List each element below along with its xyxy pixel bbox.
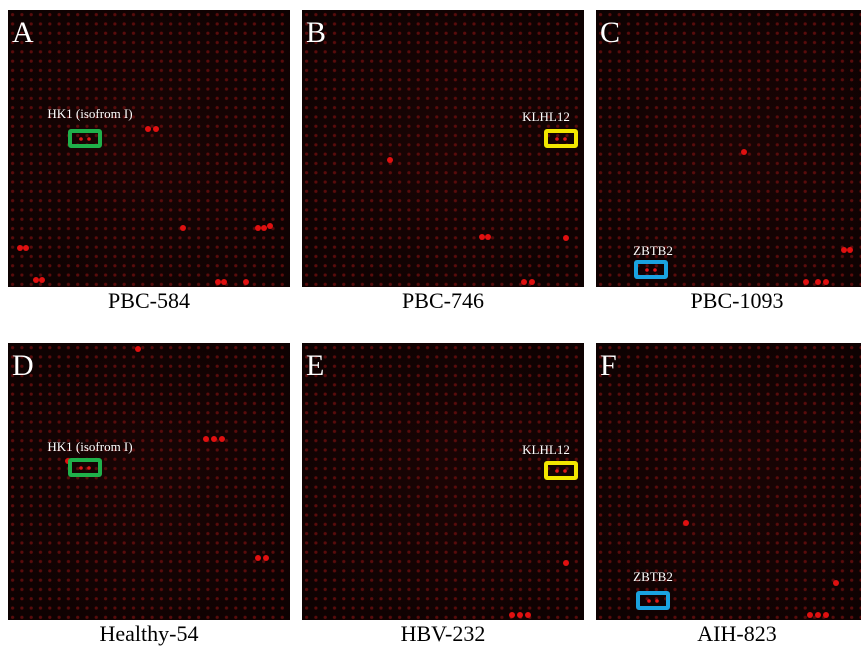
bright-spot [815,279,821,285]
annotation-box [544,129,578,148]
target-spot [563,469,567,473]
bright-spot [833,580,839,586]
spot-grid [596,343,861,620]
bright-spot [203,436,209,442]
bright-spot [221,279,227,285]
bright-spot [387,157,393,163]
bright-spot [17,245,23,251]
annotation-box [544,461,578,480]
microarray-image: C ZBTB2 [596,10,861,287]
bright-spot [823,279,829,285]
annotation-box [68,129,102,148]
spot-grid [8,343,290,620]
target-spot [645,268,649,272]
bright-spot [525,612,531,618]
bright-spot [485,234,491,240]
bright-spot [219,436,225,442]
bright-spot [683,520,689,526]
panel-letter: A [12,16,34,49]
bright-spot [803,279,809,285]
target-spot [79,466,83,470]
bright-spot [807,612,813,618]
caption: AIH-823 [697,621,777,646]
annotation-label: KLHL12 [522,109,570,124]
bright-spot [815,612,821,618]
microarray-image: E KLHL12 [302,343,584,620]
bright-spot [509,612,515,618]
annotation-label: ZBTB2 [633,243,673,258]
target-spot [87,137,91,141]
microarray-image: D HK1 (isofrom I) [8,343,290,620]
bright-spot [517,612,523,618]
target-spot [647,599,651,603]
spot-grid [596,10,861,287]
bright-spot [39,277,45,283]
bright-spot [263,555,269,561]
caption: PBC-746 [402,288,484,313]
annotation-label: ZBTB2 [633,569,673,584]
bright-spot [33,277,39,283]
spot-grid [8,10,290,287]
annotation-box [636,591,670,610]
panel-letter: B [306,16,326,49]
bright-spot [847,247,853,253]
microarray-image: A HK1 (isofrom I) [8,10,290,287]
caption: Healthy-54 [99,621,199,646]
bright-spot [255,555,261,561]
target-spot [563,137,567,141]
bright-spot [23,245,29,251]
bright-spot [563,235,569,241]
bright-spot [255,225,261,231]
caption: HBV-232 [400,621,486,646]
bright-spot [153,126,159,132]
microarray-image: B KLHL12 [302,10,584,287]
target-spot [555,137,559,141]
annotation-box [68,458,102,477]
bright-spot [521,279,527,285]
target-spot [87,466,91,470]
bright-spot [267,223,273,229]
panel-letter: D [12,349,34,382]
bright-spot [215,279,221,285]
panel-letter: F [600,349,617,382]
caption: PBC-584 [108,288,190,313]
bright-spot [563,560,569,566]
bright-spot [180,225,186,231]
microarray-image: F ZBTB2 [596,343,861,620]
bright-spot [243,279,249,285]
annotation-label: KLHL12 [522,442,570,457]
caption: PBC-1093 [690,288,784,313]
target-spot [653,268,657,272]
bright-spot [145,126,151,132]
bright-spot [211,436,217,442]
target-spot [555,469,559,473]
annotation-label: HK1 (isofrom I) [47,106,132,121]
panel-letter: C [600,16,620,49]
target-spot [79,137,83,141]
target-spot [655,599,659,603]
bright-spot [479,234,485,240]
bright-spot [841,247,847,253]
bright-spot [823,612,829,618]
bright-spot [529,279,535,285]
bright-spot [261,225,267,231]
spot-grid [302,343,584,620]
bright-spot [135,346,141,352]
panel-letter: E [306,349,324,382]
bright-spot [741,149,747,155]
annotation-label: HK1 (isofrom I) [47,439,132,454]
annotation-box [634,260,668,279]
spot-grid [302,10,584,287]
